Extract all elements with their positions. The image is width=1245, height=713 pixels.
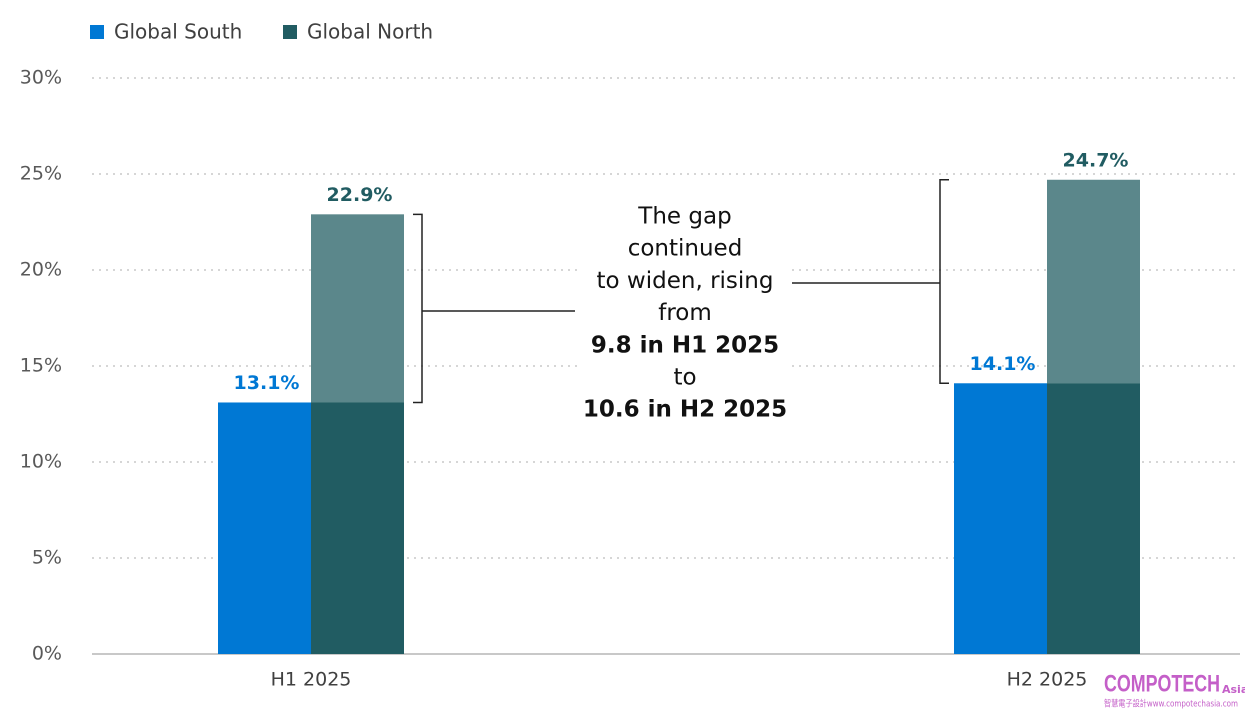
y-tick-label: 30% [20,67,62,89]
y-tick-label: 20% [20,259,62,281]
y-tick-label: 5% [32,547,62,569]
legend-swatch [90,25,104,39]
annotation-background [578,196,788,434]
y-tick-label: 15% [20,355,62,377]
annotation-line: to [673,365,696,391]
value-label: 24.7% [1063,149,1129,171]
bracket [792,179,949,385]
y-tick-label: 10% [20,451,62,473]
value-label: 22.9% [327,184,393,206]
watermark-region: Asia [1222,683,1245,696]
watermark-tagline: 智慧電子設計www.compotechasia.com [1104,698,1238,710]
x-tick-label: H1 2025 [271,669,352,691]
bracket [413,213,575,404]
x-tick-label: H2 2025 [1007,669,1088,691]
annotation-line: The gap [637,204,731,230]
watermark-brand: COMPOTECH [1104,670,1220,697]
value-label: 14.1% [970,353,1036,375]
value-label: 13.1% [234,372,300,394]
bar [954,383,1047,654]
y-tick-label: 0% [32,643,62,665]
annotation-line: 9.8 in H1 2025 [591,332,779,358]
annotation-line: from [658,300,712,326]
bar [218,402,311,654]
legend-label: Global North [307,20,433,44]
y-tick-label: 25% [20,163,62,185]
bar [311,214,404,654]
annotation-line: continued [628,236,743,262]
annotation-line: 10.6 in H2 2025 [583,397,787,423]
annotation-line: to widen, rising [597,268,774,294]
bar [1047,179,1140,654]
legend-label: Global South [114,20,242,44]
legend-swatch [283,25,297,39]
